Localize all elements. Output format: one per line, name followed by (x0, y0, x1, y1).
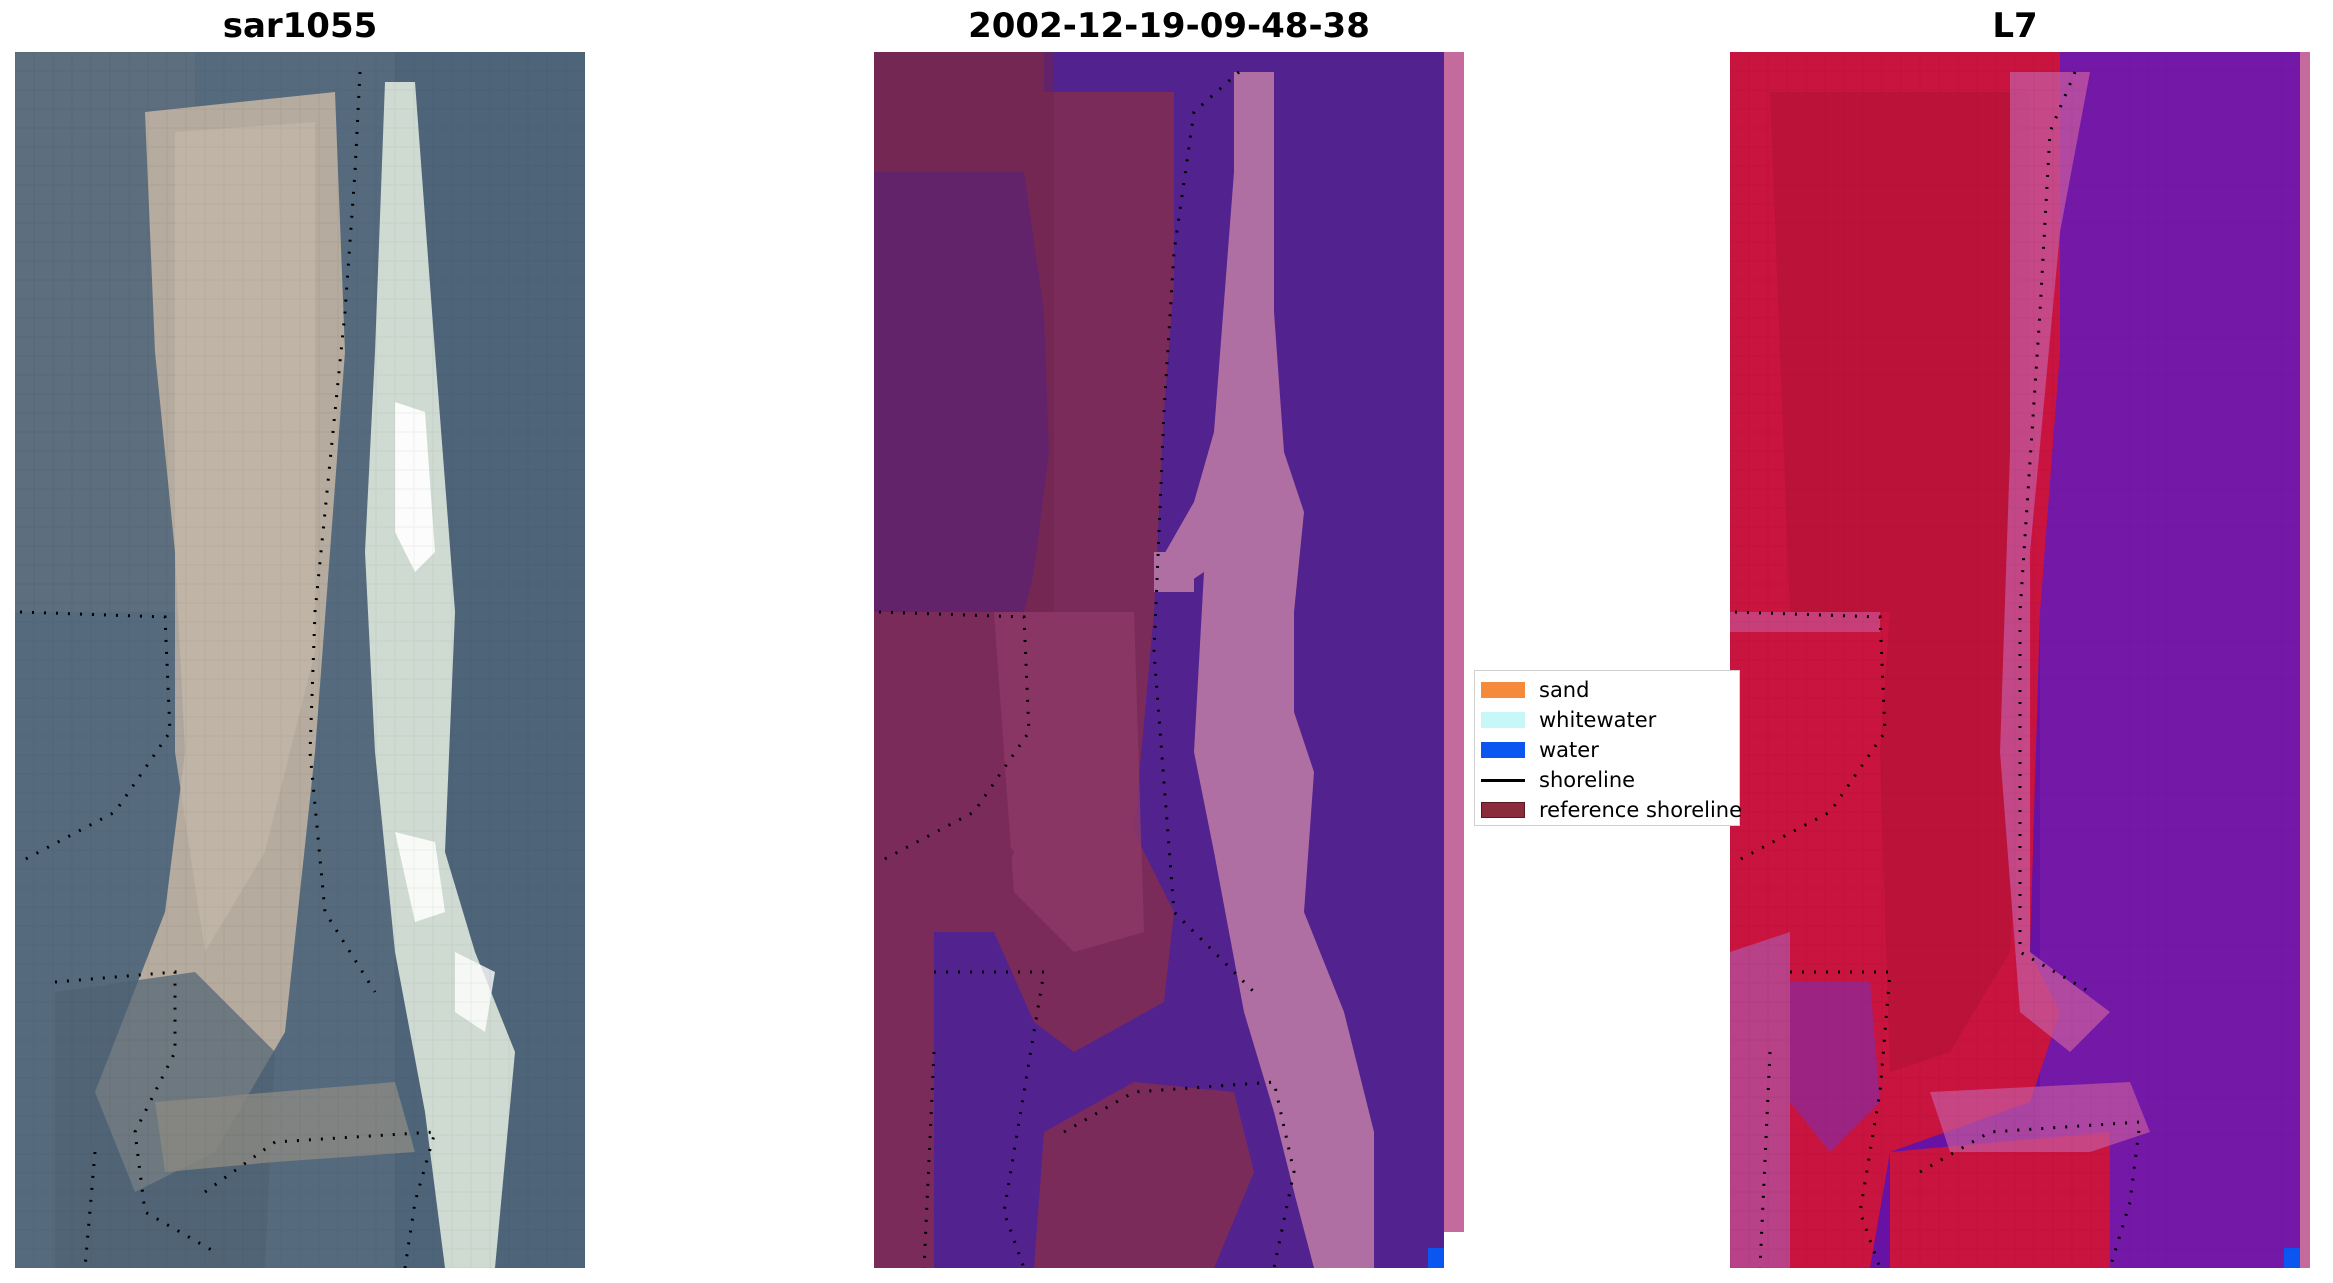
index-panel (1730, 52, 2310, 1268)
panel-title-index: L7 (1992, 6, 2038, 46)
classification-panel (874, 52, 1464, 1268)
rgb-image-panel (15, 52, 585, 1268)
reference-shoreline-swatch-icon (1481, 802, 1525, 818)
legend-label: shoreline (1539, 768, 1636, 792)
whitewater-swatch-icon (1481, 712, 1525, 728)
legend-label: sand (1539, 678, 1590, 702)
rgb-image (15, 52, 585, 1268)
classification-image (874, 52, 1464, 1268)
shoreline-line-icon (1481, 779, 1525, 782)
legend-label: whitewater (1539, 708, 1657, 732)
water-swatch-icon (1481, 742, 1525, 758)
index-image (1730, 52, 2310, 1268)
panel-title-classification: 2002-12-19-09-48-38 (968, 6, 1370, 46)
legend: sand whitewater water shoreline referenc… (1474, 670, 1743, 826)
legend-label: water (1539, 738, 1599, 762)
sand-swatch-icon (1481, 682, 1525, 698)
legend-label: reference shoreline (1539, 798, 1743, 822)
panel-title-rgb: sar1055 (222, 6, 378, 46)
